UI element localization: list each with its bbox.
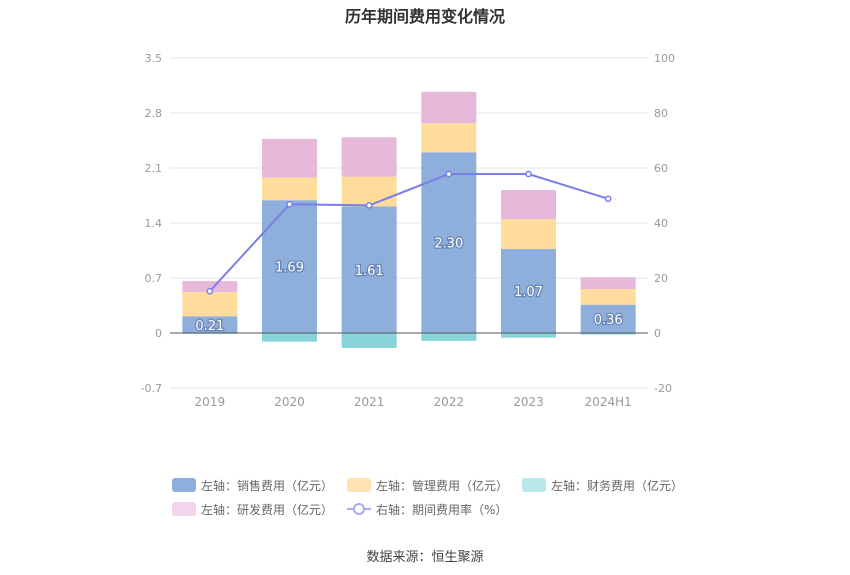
left-tick-label: 0 (155, 327, 162, 340)
data-label-sales: 2.30 (434, 237, 463, 252)
bar-admin-2019 (182, 292, 238, 317)
bar-finance-2020 (262, 333, 317, 342)
bar-finance-2024H1 (580, 333, 636, 335)
right-tick-label: 60 (654, 162, 668, 175)
chart-plot: 3.5 2.8 2.1 1.4 0.7 0 -0.7 100 80 60 40 20 0 -20 2019 2… (141, 52, 675, 409)
bar-rd-2024H1 (580, 277, 636, 289)
bar-rd-2023 (501, 190, 556, 220)
right-tick-label: 100 (654, 52, 675, 65)
right-tick-label: 20 (654, 272, 668, 285)
legend-item-admin[interactable]: 左轴：管理费用（亿元） (347, 477, 508, 494)
data-label-sales: 0.21 (195, 319, 224, 334)
rate-point (206, 287, 214, 295)
legend-item-rd[interactable]: 左轴：研发费用（亿元） (172, 501, 333, 518)
legend-item-finance[interactable]: 左轴：财务费用（亿元） (522, 477, 683, 494)
bar-rd-2021 (341, 137, 397, 177)
legend-label-rd: 左轴：研发费用（亿元） (201, 502, 334, 517)
bar-admin-2022 (421, 123, 477, 153)
left-tick-label: 3.5 (145, 52, 163, 65)
bar-sales-2020 (262, 200, 317, 333)
bar-rd-2020 (262, 138, 317, 178)
right-tick-label: 40 (654, 217, 668, 230)
chart-legend: 左轴：销售费用（亿元） 左轴：管理费用（亿元） 左轴：财务费用（亿元） 左轴：研… (172, 473, 692, 521)
legend-item-rate[interactable]: 右轴：期间费用率（%） (347, 501, 507, 518)
bar-finance-2021 (341, 333, 397, 348)
left-tick-label: 2.8 (145, 107, 163, 120)
legend-swatch-admin (347, 478, 372, 492)
bar-sales-2024H1 (580, 304, 636, 333)
x-tick-label: 2023 (513, 395, 544, 409)
legend-label-finance: 左轴：财务费用（亿元） (551, 478, 684, 493)
x-tick-label: 2021 (354, 395, 385, 409)
bar-sales-2022 (421, 152, 477, 333)
legend-label-admin: 左轴：管理费用（亿元） (376, 478, 509, 493)
right-tick-label: 80 (654, 107, 668, 120)
rate-point (525, 170, 532, 178)
bar-sales-2023 (501, 248, 556, 333)
x-tick-label: 2022 (434, 395, 465, 409)
legend-line-icon (347, 502, 372, 516)
rate-point (604, 195, 612, 203)
legend-item-sales[interactable]: 左轴：销售费用（亿元） (172, 477, 333, 494)
rate-point (286, 200, 293, 208)
bar-admin-2024H1 (580, 289, 636, 305)
right-tick-label: -20 (654, 382, 672, 395)
chart-title: 历年期间费用变化情况 (344, 7, 505, 26)
left-tick-label: 0.7 (145, 272, 163, 285)
bar-admin-2021 (341, 176, 397, 207)
bar-finance-2023 (501, 333, 556, 338)
bar-sales-2019 (182, 316, 238, 333)
legend-label-sales: 左轴：销售费用（亿元） (201, 478, 334, 493)
left-tick-label: -0.7 (141, 382, 162, 395)
rate-point (365, 202, 373, 209)
data-label-sales: 1.69 (275, 261, 304, 276)
bar-finance-2022 (421, 333, 477, 341)
left-tick-label: 1.4 (145, 217, 163, 230)
legend-label-rate: 右轴：期间费用率（%） (376, 502, 508, 517)
left-tick-label: 2.1 (145, 162, 163, 175)
bar-sales-2021 (341, 206, 397, 333)
data-label-sales: 0.36 (594, 313, 623, 328)
rate-line (209, 173, 609, 292)
bar-rd-2022 (421, 91, 477, 124)
legend-swatch-finance (522, 478, 547, 492)
rate-point (445, 170, 453, 178)
x-tick-label: 2024H1 (585, 395, 632, 409)
bar-rd-2019 (182, 281, 238, 293)
x-tick-label: 2020 (274, 395, 305, 409)
legend-swatch-sales (172, 478, 196, 492)
right-tick-label: 0 (654, 327, 661, 340)
data-label-sales: 1.61 (355, 264, 384, 279)
bar-admin-2023 (501, 219, 556, 249)
x-tick-label: 2019 (195, 395, 226, 409)
legend-swatch-rd (172, 502, 196, 516)
bar-admin-2020 (262, 177, 317, 201)
data-label-sales: 1.07 (514, 285, 543, 300)
source-note: 数据来源：恒生聚源 (366, 550, 484, 565)
